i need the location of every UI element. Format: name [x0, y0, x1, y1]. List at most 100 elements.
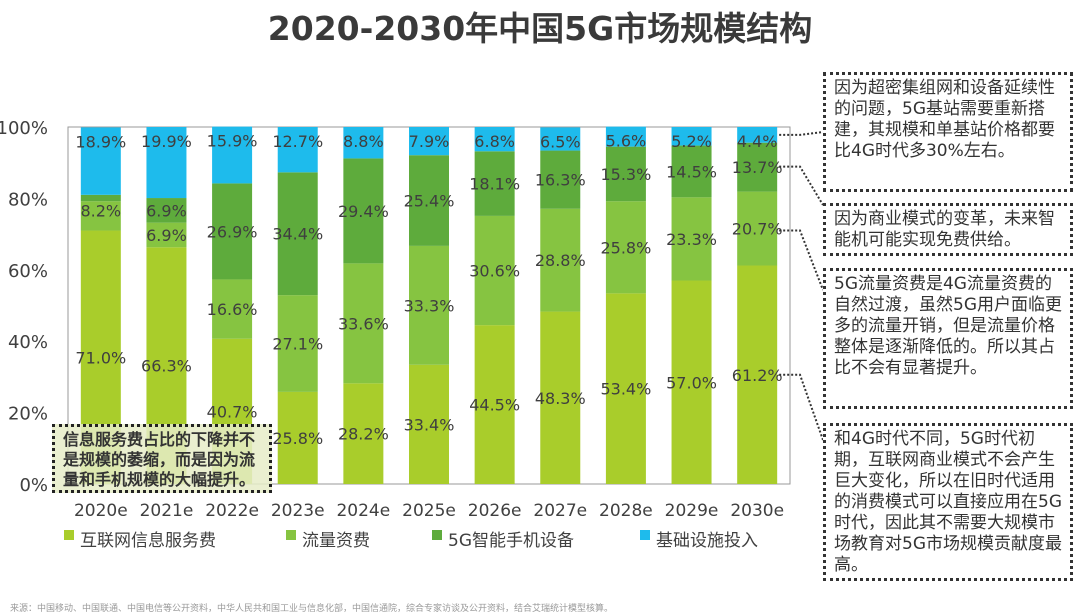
data-label: 18.9% [75, 132, 126, 151]
note-traffic: 5G流量资费是4G流量资费的自然过渡，虽然5G用户面临更多的流量开销，但是流量价… [823, 268, 1073, 409]
data-label: 34.4% [272, 225, 323, 244]
bar-segment [80, 201, 121, 231]
data-label: 8.2% [80, 201, 121, 220]
data-label: 25.8% [600, 238, 651, 257]
x-tick-label: 2025e [402, 501, 456, 521]
leader-line [779, 165, 824, 206]
data-label: 15.3% [600, 165, 651, 184]
data-label: 25.8% [272, 429, 323, 448]
data-label: 53.4% [600, 380, 651, 399]
data-label: 30.6% [469, 262, 520, 281]
data-label: 8.8% [343, 132, 384, 151]
data-label: 12.7% [272, 132, 323, 151]
bar-segment [277, 391, 318, 484]
data-label: 71.0% [75, 348, 126, 367]
bar-segment [343, 263, 384, 384]
bar-segment [343, 127, 384, 159]
legend-swatch [640, 530, 650, 540]
data-label: 57.0% [666, 373, 717, 392]
data-label: 6.9% [146, 201, 187, 220]
bar-segment [277, 127, 318, 173]
x-tick-label: 2027e [533, 501, 587, 521]
data-label: 27.1% [272, 335, 323, 354]
bar-segment [737, 142, 778, 192]
bar-segment [540, 127, 581, 151]
data-label: 13.7% [732, 158, 783, 177]
y-tick-label: 100% [0, 118, 48, 139]
x-tick-label: 2028e [599, 501, 653, 521]
x-tick-label: 2023e [271, 501, 325, 521]
data-label: 61.2% [732, 366, 783, 385]
note-phone: 因为商业模式的变革，未来智能机可能实现免费供给。 [823, 203, 1073, 256]
chart-title: 2020-2030年中国5G市场规模结构 [267, 9, 813, 48]
bar-segment [212, 126, 253, 184]
data-label: 40.7% [207, 402, 258, 421]
data-label: 33.6% [338, 314, 389, 333]
data-label: 25.4% [404, 192, 455, 211]
leader-line [779, 229, 824, 291]
data-label: 5.2% [671, 132, 712, 151]
legend-label: 5G智能手机设备 [448, 531, 574, 551]
bar-segment [737, 191, 778, 266]
data-label: 29.4% [338, 202, 389, 221]
x-tick-label: 2021e [140, 501, 194, 521]
bar-segment [540, 208, 581, 312]
bar-segment [671, 127, 712, 146]
legend-swatch [64, 530, 74, 540]
bar-segment [474, 215, 515, 326]
leader-line [779, 373, 824, 441]
data-label: 6.9% [146, 226, 187, 245]
bar-segment [146, 198, 187, 223]
y-tick-label: 60% [8, 261, 48, 282]
bar-segment [540, 150, 581, 209]
source-note: 来源：中国移动、中国联通、中国电信等公开资料，中华人民共和国工业与信息化部，中国… [10, 604, 614, 614]
data-label: 7.9% [409, 132, 450, 151]
x-tick-label: 2026e [468, 501, 522, 521]
data-label: 33.4% [404, 415, 455, 434]
bar-segment [474, 325, 515, 484]
y-tick-label: 20% [8, 404, 48, 425]
data-label: 18.1% [469, 175, 520, 194]
bar-segment [409, 155, 449, 246]
bar-segment [671, 280, 712, 484]
y-tick-label: 40% [8, 332, 48, 353]
x-tick-label: 2022e [205, 501, 259, 521]
legend-label: 基础设施投入 [656, 531, 758, 551]
data-label: 33.3% [404, 296, 455, 315]
data-label: 28.2% [338, 425, 389, 444]
bar-segment [474, 151, 515, 216]
data-label: 6.5% [540, 132, 581, 151]
bar-segment [671, 197, 712, 281]
note-internet: 和4G时代不同，5G时代初期，互联网商业模式不会产生巨大变化，所以在旧时代适用的… [823, 423, 1073, 581]
bar-segment [146, 127, 187, 199]
x-tick-label: 2024e [336, 501, 390, 521]
legend-swatch [286, 530, 296, 540]
legend-label: 流量资费 [302, 531, 370, 551]
note-infra: 因为超密集组网和设备延续性的问题，5G基站需要重新搭建，其规模和单基站价格都要比… [823, 72, 1073, 192]
bar-segment [605, 146, 646, 202]
bar-segment [146, 222, 187, 248]
data-label: 16.6% [207, 300, 258, 319]
data-label: 66.3% [141, 357, 192, 376]
bar-segment [277, 172, 318, 296]
y-tick-label: 0% [19, 475, 48, 496]
bar-segment [277, 295, 318, 392]
data-label: 48.3% [535, 389, 586, 408]
bar-segment [212, 279, 253, 339]
bar-segment [671, 145, 712, 198]
data-label: 15.9% [207, 132, 258, 151]
bar-segment [343, 158, 384, 264]
data-label: 44.5% [469, 396, 520, 415]
bar-segment [474, 127, 515, 152]
legend-label: 互联网信息服务费 [80, 531, 216, 551]
bar-segment [409, 364, 449, 484]
data-label: 19.9% [141, 132, 192, 151]
data-label: 6.8% [474, 132, 515, 151]
y-tick-label: 80% [8, 189, 48, 210]
data-label: 28.8% [535, 251, 586, 270]
bar-segment [737, 265, 778, 484]
bar-segment [343, 383, 384, 484]
data-label: 23.3% [666, 230, 717, 249]
bar-segment [605, 201, 646, 294]
x-tick-label: 2029e [665, 501, 719, 521]
